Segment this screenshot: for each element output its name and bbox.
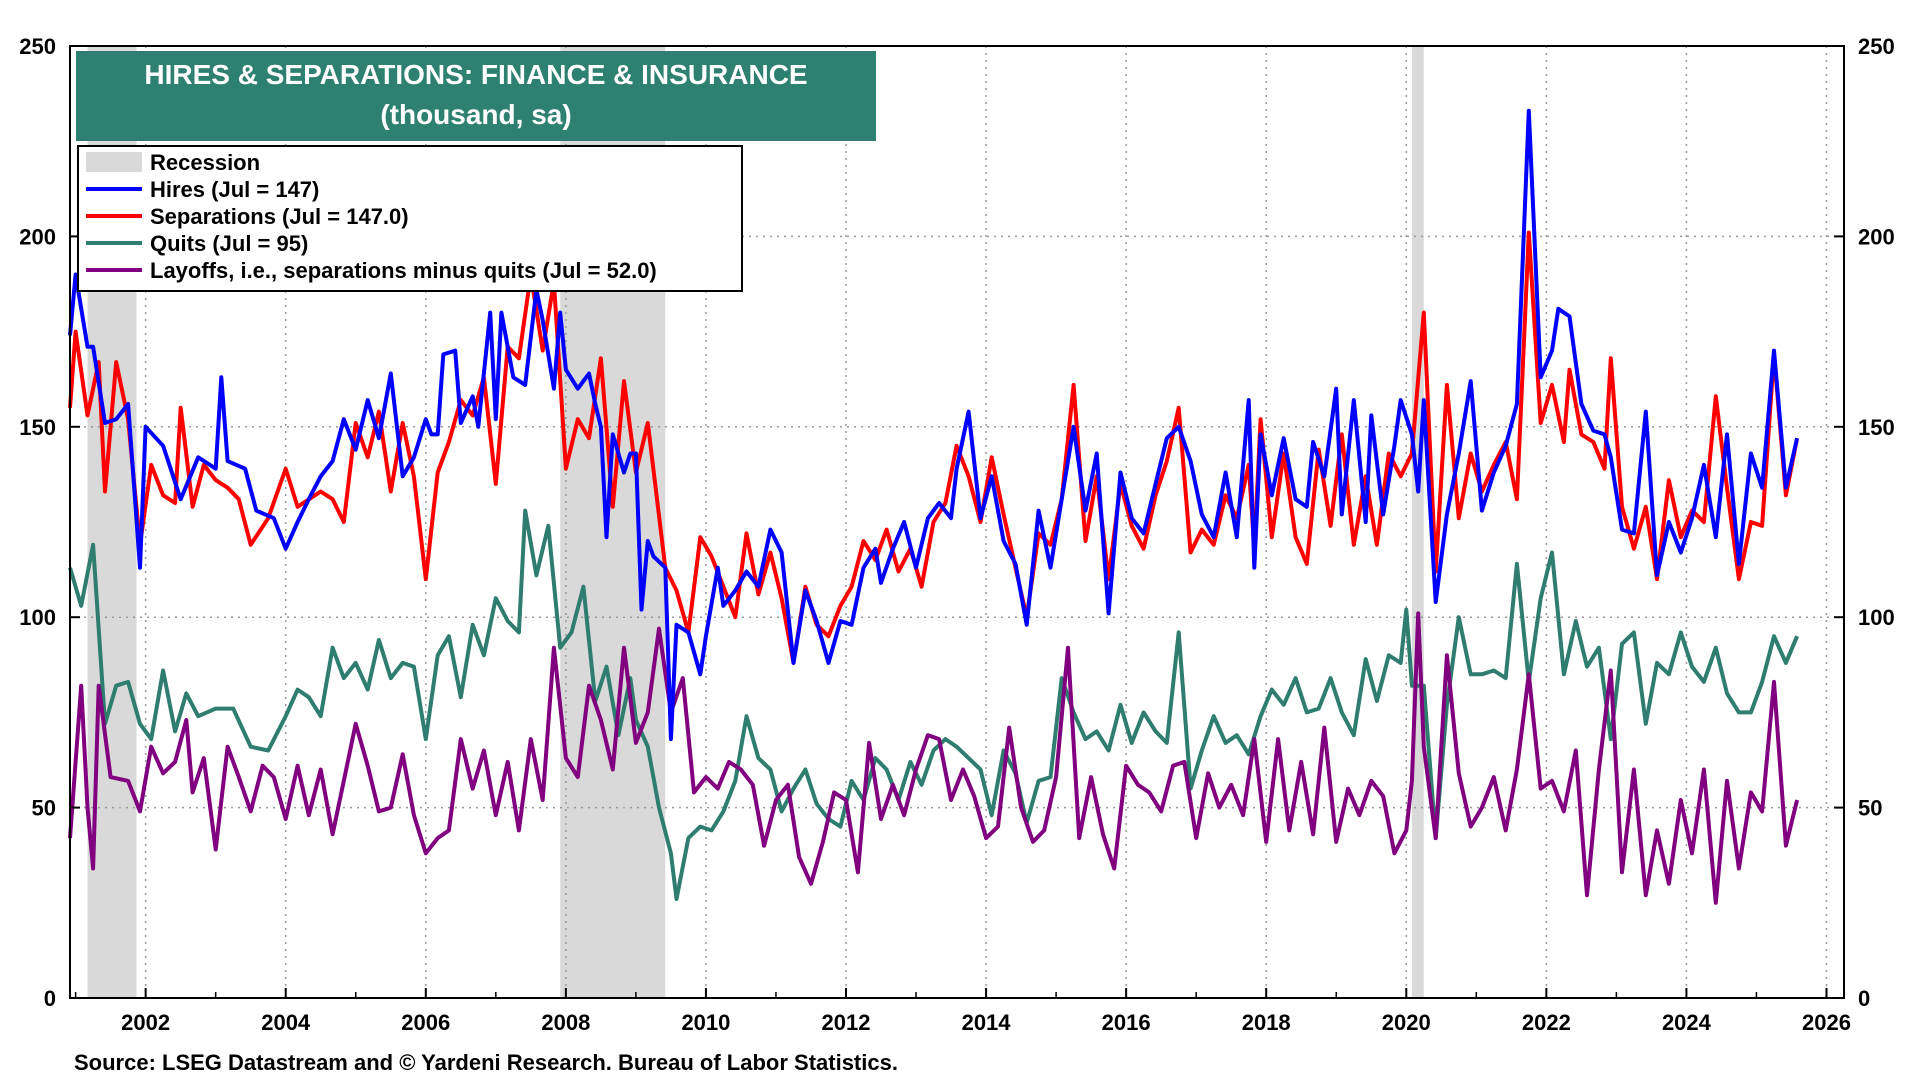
y-tick-label-right: 200 xyxy=(1858,224,1895,249)
legend-label-separations: Separations (Jul = 147.0) xyxy=(150,204,409,229)
x-tick-label: 2012 xyxy=(822,1010,871,1035)
x-tick-label: 2024 xyxy=(1662,1010,1712,1035)
legend-label-quits: Quits (Jul = 95) xyxy=(150,231,308,256)
legend-label-hires: Hires (Jul = 147) xyxy=(150,177,319,202)
y-tick-label-left: 50 xyxy=(32,796,56,821)
x-tick-label: 2002 xyxy=(121,1010,170,1035)
legend: Recession Hires (Jul = 147) Separations … xyxy=(77,145,743,292)
legend-label-recession: Recession xyxy=(150,150,260,175)
y-tick-label-right: 0 xyxy=(1858,986,1870,1011)
y-tick-label-right: 100 xyxy=(1858,605,1895,630)
y-tick-label-left: 250 xyxy=(19,34,56,59)
recession-band-3 xyxy=(1411,46,1424,998)
legend-box xyxy=(77,145,743,292)
legend-swatch-recession xyxy=(86,152,142,172)
y-tick-label-left: 100 xyxy=(19,605,56,630)
x-tick-label: 2004 xyxy=(261,1010,311,1035)
series-layer xyxy=(68,108,1800,905)
series-line-hires xyxy=(68,108,1800,742)
y-tick-label-left: 0 xyxy=(44,986,56,1011)
x-axis: 2002 2004 2006 2008 2010 2012 2014 2016 2018 2020… xyxy=(74,988,1851,1035)
series-line-separations xyxy=(68,230,1800,665)
y-tick-label-left: 200 xyxy=(19,224,56,249)
y-tick-label-left: 150 xyxy=(19,415,56,440)
y-tick-label-right: 150 xyxy=(1858,415,1895,440)
x-tick-label: 2014 xyxy=(962,1010,1012,1035)
source-note: Source: LSEG Datastream and © Yardeni Re… xyxy=(74,1050,898,1075)
gridlines xyxy=(70,46,1844,998)
chart-title-line2: (thousand, sa) xyxy=(380,99,571,130)
x-tick-label: 2008 xyxy=(541,1010,590,1035)
legend-label-layoffs: Layoffs, i.e., separations minus quits (… xyxy=(150,258,657,283)
x-tick-label: 2022 xyxy=(1522,1010,1571,1035)
x-tick-label: 2026 xyxy=(1802,1010,1851,1035)
title-background xyxy=(76,51,876,141)
y-tick-label-right: 250 xyxy=(1858,34,1895,59)
x-tick-label: 2006 xyxy=(401,1010,450,1035)
x-tick-label: 2018 xyxy=(1242,1010,1291,1035)
series-line-quits xyxy=(68,508,1799,901)
x-tick-label: 2020 xyxy=(1382,1010,1431,1035)
x-tick-label: 2010 xyxy=(681,1010,730,1035)
plot-frame xyxy=(69,45,1845,999)
series-line-layoffs xyxy=(68,611,1800,905)
y-tick-label-right: 50 xyxy=(1858,796,1882,821)
x-tick-label: 2016 xyxy=(1102,1010,1151,1035)
chart-title-line1: HIRES & SEPARATIONS: FINANCE & INSURANCE xyxy=(144,59,807,90)
chart-title-box: HIRES & SEPARATIONS: FINANCE & INSURANCE… xyxy=(76,51,876,141)
y-axis: 0 0 50 50 100 100 150 150 200 200 250 250 xyxy=(19,34,1894,1011)
